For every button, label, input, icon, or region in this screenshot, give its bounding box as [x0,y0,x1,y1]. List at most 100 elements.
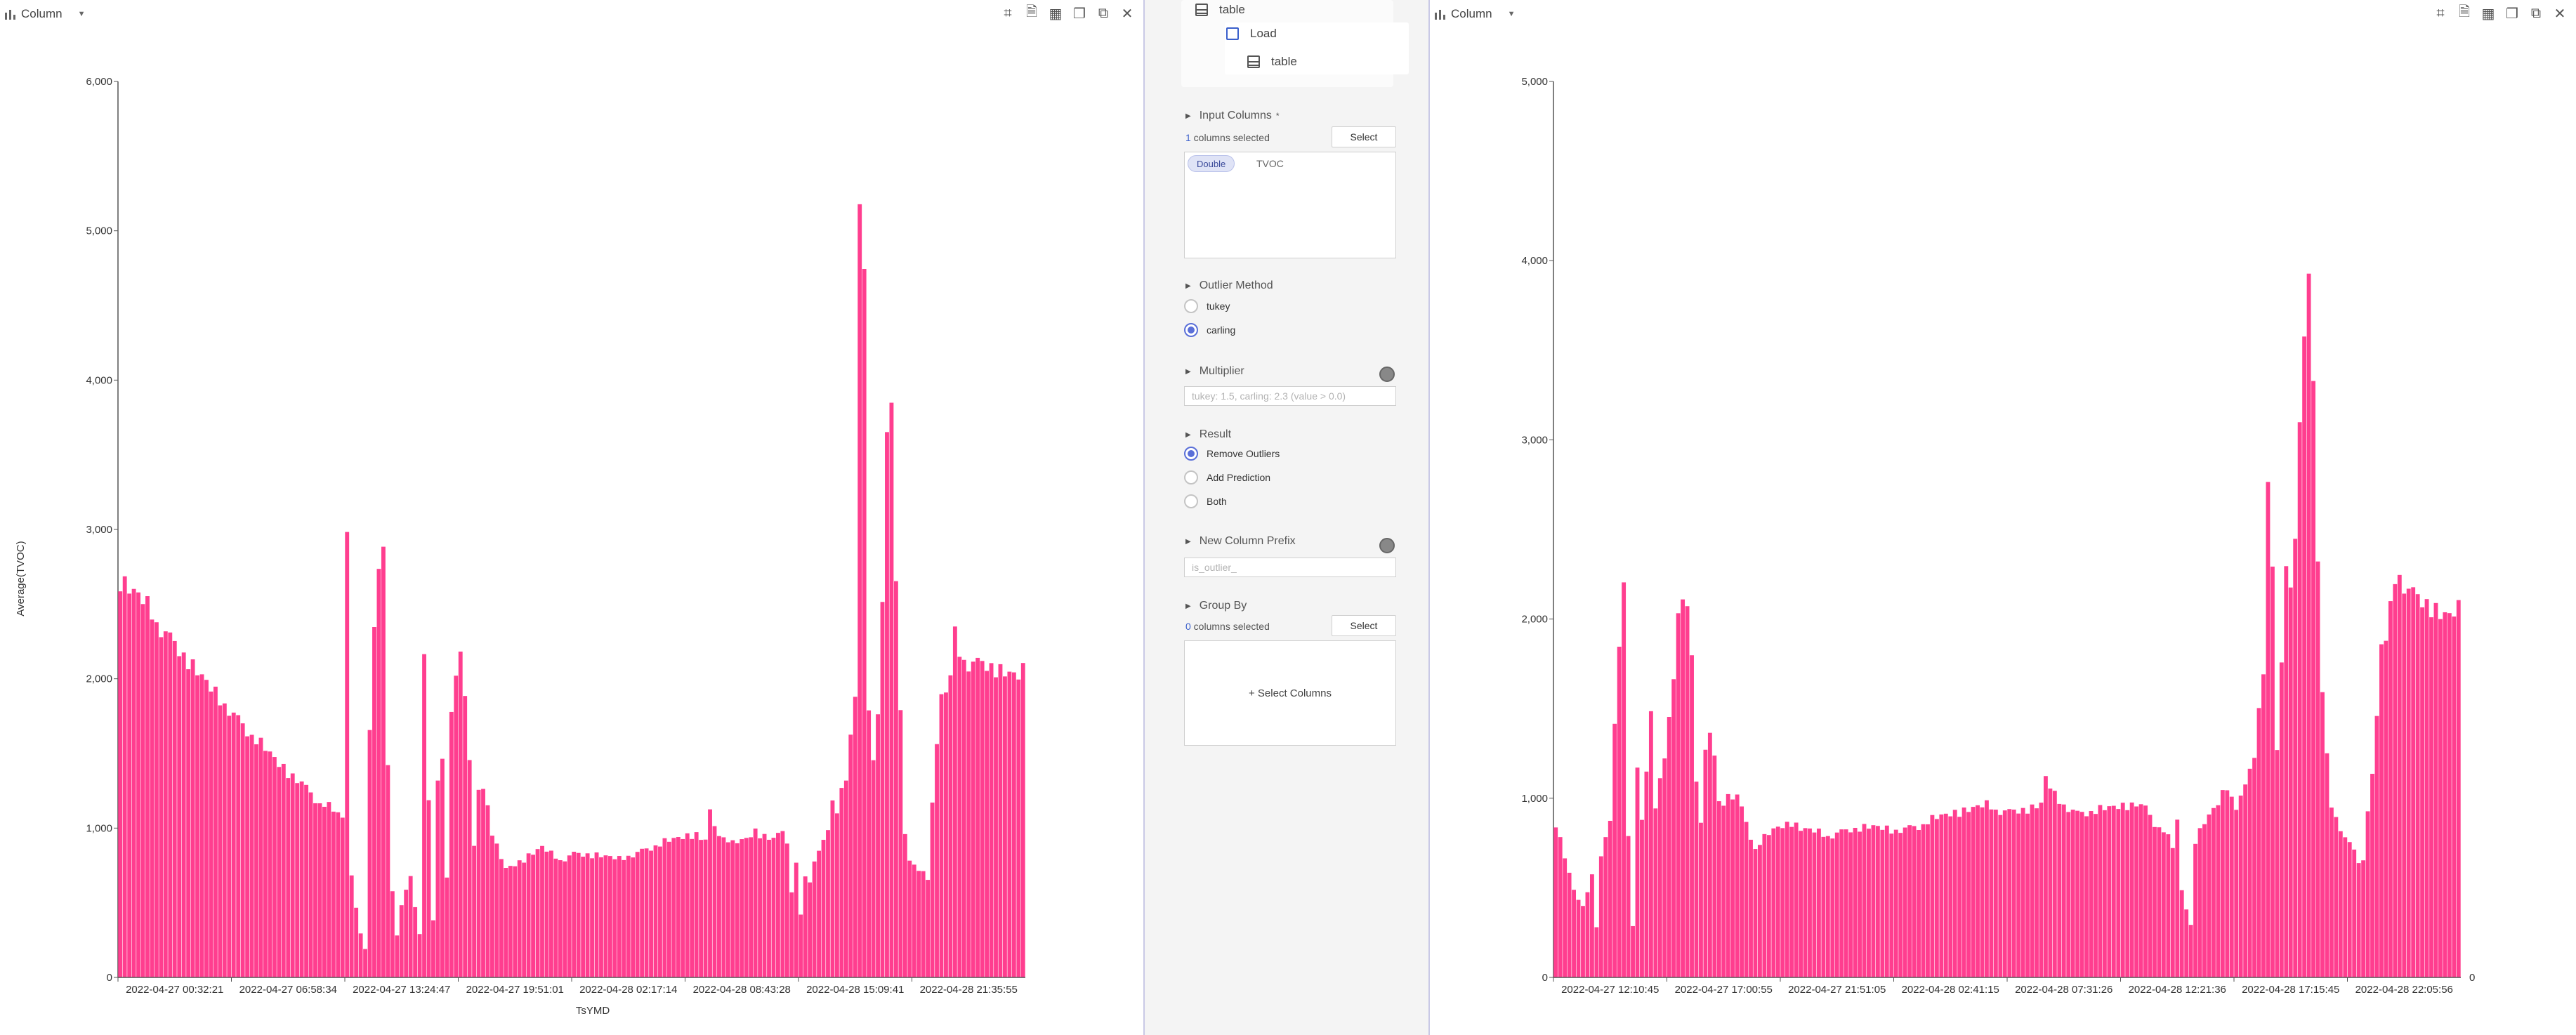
bar[interactable] [1943,813,1948,977]
bar[interactable] [2325,753,2329,977]
bar[interactable] [2202,824,2207,977]
close-icon[interactable]: ✕ [1121,6,1133,22]
bar[interactable] [2424,599,2429,977]
bar[interactable] [1830,838,1835,977]
bar[interactable] [2429,617,2433,977]
bar[interactable] [417,934,422,977]
bar[interactable] [1690,655,1694,977]
bar[interactable] [2035,808,2039,977]
bar[interactable] [2207,814,2212,977]
bar[interactable] [2007,809,2012,977]
bar[interactable] [690,838,695,977]
bar[interactable] [2374,716,2379,977]
bar[interactable] [2138,804,2143,977]
bar[interactable] [776,833,780,977]
bar[interactable] [721,837,726,977]
bar[interactable] [186,669,191,977]
bar[interactable] [1553,827,1558,977]
bar[interactable] [2315,561,2320,977]
bar[interactable] [871,760,876,977]
bar[interactable] [2166,834,2171,977]
bar[interactable] [671,838,676,977]
bar[interactable] [2212,807,2216,977]
bar[interactable] [1880,829,1885,977]
bar[interactable] [893,581,898,977]
bar[interactable] [2243,784,2248,977]
bar[interactable] [590,858,594,977]
bar[interactable] [1812,832,1817,977]
bar[interactable] [1721,805,1726,977]
bar[interactable] [821,840,826,977]
bar[interactable] [286,778,291,977]
bar[interactable] [2084,816,2089,977]
bar[interactable] [1839,829,1844,977]
bar[interactable] [2334,817,2339,977]
bar[interactable] [907,860,912,977]
bar[interactable] [386,765,390,977]
bar[interactable] [122,576,127,977]
bar[interactable] [957,657,962,977]
bar[interactable] [1985,800,1989,977]
bar[interactable] [889,402,894,977]
bar[interactable] [553,858,558,977]
bar[interactable] [290,773,295,977]
bar[interactable] [1631,925,1635,977]
bar[interactable] [317,803,322,977]
bar[interactable] [263,751,268,977]
close-icon[interactable]: ✕ [2554,6,2566,22]
bar[interactable] [1844,829,1848,977]
bar[interactable] [857,204,862,977]
grid-icon[interactable]: ⌗ [1004,5,1012,21]
bar[interactable] [2066,812,2071,977]
globe-icon[interactable] [1379,538,1395,553]
select-columns-area[interactable]: + Select Columns [1184,640,1396,746]
bar[interactable] [131,588,136,977]
table-icon[interactable]: ▦ [1049,6,1063,22]
bar[interactable] [2352,849,2357,977]
bar[interactable] [1657,778,1662,977]
bar[interactable] [581,857,586,977]
bar[interactable] [2252,758,2256,977]
bar[interactable] [145,596,150,977]
new-column-prefix-input[interactable] [1184,558,1396,577]
tree-item-table[interactable]: table [1195,3,1245,17]
chevron-down-icon[interactable]: ▼ [1507,10,1516,18]
bar[interactable] [1603,837,1608,977]
bar[interactable] [1889,833,1894,977]
bar[interactable] [989,663,994,977]
radio-button[interactable] [1184,299,1198,313]
bar[interactable] [508,866,513,977]
bar[interactable] [898,710,903,977]
bar[interactable] [2370,774,2374,977]
bar[interactable] [572,851,577,977]
bar[interactable] [190,659,195,977]
bar[interactable] [780,831,785,977]
bar[interactable] [367,730,372,977]
bar[interactable] [867,710,872,977]
bar[interactable] [249,734,254,977]
copy-icon[interactable]: ❐ [1073,6,1086,22]
bar[interactable] [540,845,544,977]
bar[interactable] [2220,790,2225,977]
copy-icon[interactable]: ❐ [2506,6,2518,22]
bar[interactable] [2134,806,2139,977]
bar[interactable] [2433,602,2438,977]
bar[interactable] [803,876,808,977]
bar[interactable] [349,875,354,977]
bar[interactable] [168,632,173,977]
radio-button-selected[interactable] [1184,447,1198,461]
multiplier-input[interactable] [1184,386,1396,406]
bar[interactable] [522,862,527,977]
bar[interactable] [1917,829,1921,977]
bar[interactable] [535,849,540,977]
bar[interactable] [1961,807,1966,977]
bar[interactable] [2284,566,2289,977]
bar[interactable] [2311,381,2315,977]
bar[interactable] [944,692,948,977]
bar[interactable] [277,767,282,977]
bar[interactable] [336,812,341,977]
bar[interactable] [1648,711,1653,977]
bar[interactable] [998,664,1003,977]
bar[interactable] [517,860,522,977]
bar[interactable] [504,868,508,977]
